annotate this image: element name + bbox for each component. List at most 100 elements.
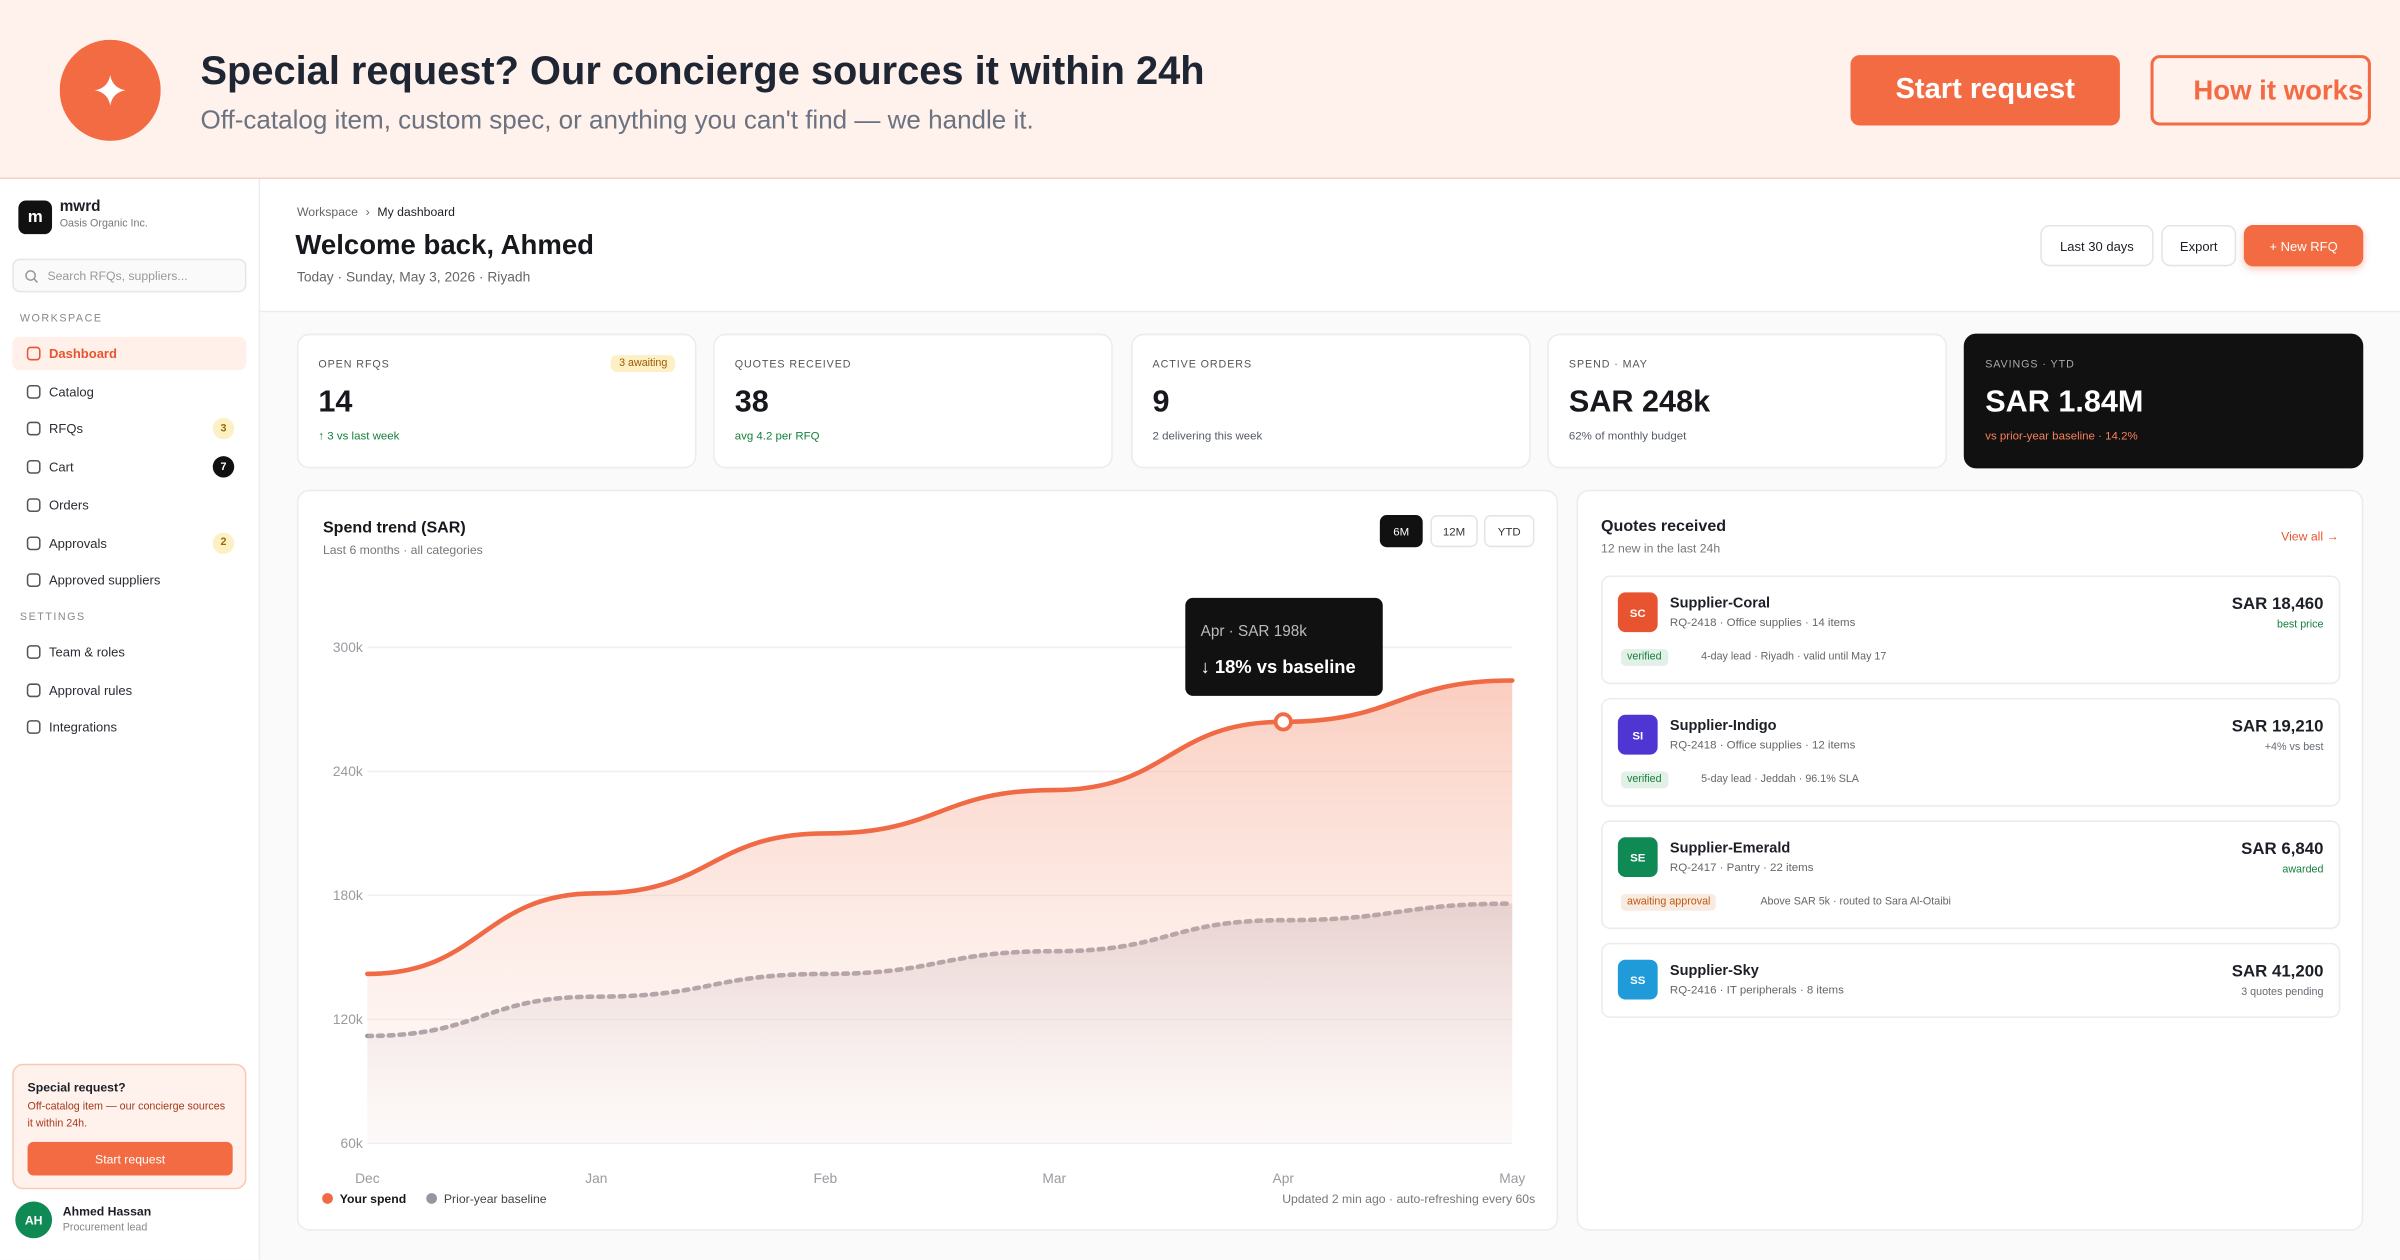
- range-button[interactable]: [1430, 515, 1478, 548]
- nav-label: Approval rules: [48, 682, 133, 698]
- tooltip-text: ↓ 18% vs baseline: [1201, 656, 1356, 677]
- line: [365, 678, 1515, 977]
- kpi-label: SPEND · MAY: [1568, 359, 1648, 371]
- kpi-note: 2 delivering this week: [1152, 428, 1263, 443]
- quotes-card: Quotes received 12 new in the last 24h V…: [1576, 489, 2364, 1231]
- legend-label: Your spend: [340, 1192, 406, 1206]
- nav-badge: 2: [212, 531, 235, 554]
- quote-meta: RQ-2417 · Pantry · 22 items: [1669, 860, 1814, 874]
- promo: Special request? Off-catalog item — our …: [12, 1063, 247, 1190]
- nav-item[interactable]: Integrations: [12, 711, 246, 745]
- quote-item[interactable]: SI Supplier-Indigo RQ-2418 · Office suppli…: [1601, 697, 2341, 807]
- nav-badge: 7: [212, 456, 235, 478]
- range-button[interactable]: [1483, 515, 1535, 548]
- quote-note: awarded: [2282, 864, 2324, 876]
- kpi-value: 38: [734, 385, 769, 420]
- export-button[interactable]: Export: [2161, 224, 2237, 267]
- quote-item[interactable]: SE Supplier-Emerald RQ-2417 · Pantry · 22 …: [1601, 820, 2341, 930]
- nav-item[interactable]: Catalog: [12, 375, 246, 409]
- view-all-link[interactable]: View all →: [2281, 529, 2339, 544]
- quote-detail: 5-day lead · Jeddah · 96.1% SLA: [1701, 774, 1859, 786]
- chart-subtitle: Last 6 months · all categories: [323, 543, 483, 557]
- nav-item[interactable]: Team & roles: [12, 635, 246, 669]
- supplier-name: Supplier-Coral: [1669, 595, 1771, 613]
- legend-label: Prior-year baseline: [444, 1192, 547, 1206]
- tooltip: [1185, 597, 1383, 696]
- supplier-avatar: SE: [1617, 837, 1658, 878]
- legend-swatch: [322, 1193, 333, 1204]
- nav-icon: [26, 682, 41, 697]
- kpi-card: SAVINGS · YTD SAR 1.84M vs prior-year base…: [1963, 333, 2364, 469]
- nav-icon: [26, 346, 41, 361]
- start-request-button[interactable]: Start request: [1850, 55, 2120, 126]
- quote-price: SAR 18,460: [2231, 595, 2324, 614]
- y-tick-label: 120k: [333, 1012, 363, 1027]
- quote-tag: verified: [1620, 771, 1668, 789]
- search-box[interactable]: Search RFQs, suppliers...: [12, 258, 247, 293]
- quote-note: +4% vs best: [2264, 742, 2324, 754]
- nav-label: Team & roles: [48, 644, 125, 660]
- quote-item[interactable]: SC Supplier-Coral RQ-2418 · Office supplie…: [1601, 575, 2341, 685]
- nav-item[interactable]: Approvals 2: [12, 526, 246, 560]
- brand: mwrd: [59, 198, 101, 216]
- promo-text: Off-catalog item — our concierge sources…: [27, 1102, 226, 1129]
- tooltip-title: Apr · SAR 198k: [1201, 623, 1308, 640]
- promo-button[interactable]: Start request: [27, 1141, 233, 1176]
- kpi-card: SPEND · MAY SAR 248k 62% of monthly budget: [1547, 333, 1947, 469]
- quote-meta: RQ-2418 · Office supplies · 12 items: [1669, 737, 1856, 752]
- nav-label: Catalog: [48, 383, 94, 400]
- date-range-button[interactable]: Last 30 days: [2040, 224, 2154, 267]
- how-it-works-button[interactable]: How it works: [2150, 55, 2371, 126]
- nav-icon: [26, 384, 41, 399]
- supplier-name: Supplier-Emerald: [1669, 840, 1791, 858]
- quote-item[interactable]: SS Supplier-Sky RQ-2416 · IT peripherals ·…: [1601, 942, 2341, 1018]
- quote-note: best price: [2277, 619, 2324, 631]
- range-label: 12M: [1443, 527, 1465, 539]
- quote-price: SAR 19,210: [2231, 717, 2324, 737]
- nav-icon: [26, 573, 41, 588]
- search-icon: [25, 270, 39, 283]
- promo-title: Special request?: [27, 1080, 126, 1095]
- range-button[interactable]: [1379, 515, 1423, 548]
- supplier-avatar: SI: [1617, 714, 1658, 755]
- quotes-subtitle: 12 new in the last 24h: [1601, 541, 1721, 556]
- nav-item[interactable]: Dashboard: [12, 336, 247, 371]
- nav-icon: [26, 535, 41, 550]
- nav-label: Approvals: [48, 534, 107, 551]
- supplier-avatar: SS: [1617, 959, 1658, 1000]
- x-tick-label: Feb: [813, 1171, 837, 1186]
- nav-item[interactable]: Orders: [12, 488, 246, 522]
- nav-item[interactable]: Approved suppliers: [12, 564, 246, 598]
- page-title: Welcome back, Ahmed: [295, 229, 594, 261]
- kpi-label: QUOTES RECEIVED: [734, 359, 852, 371]
- section-title: WORKSPACE: [19, 313, 103, 325]
- kpi-card: OPEN RFQS 14 ↑ 3 vs last week 3 awaiting: [296, 333, 697, 469]
- quote-detail: Above SAR 5k · routed to Sara Al-Otaibi: [1760, 896, 1951, 908]
- banner-icon: [59, 39, 161, 141]
- quote-meta: RQ-2418 · Office supplies · 14 items: [1669, 615, 1856, 630]
- kpi-badge: 3 awaiting: [611, 355, 675, 372]
- quote-note: 3 quotes pending: [2241, 987, 2324, 998]
- kpi-value: SAR 248k: [1568, 385, 1711, 420]
- chart-card: Spend trend (SAR) Last 6 months · all cat…: [296, 489, 1559, 1231]
- kpi-card: ACTIVE ORDERS 9 2 delivering this week: [1131, 333, 1531, 469]
- nav-label: Approved suppliers: [48, 572, 161, 589]
- supplier-avatar: SC: [1617, 592, 1658, 633]
- kpi-label: ACTIVE ORDERS: [1152, 359, 1253, 371]
- kpi-value: SAR 1.84M: [1985, 385, 2144, 420]
- nav-item[interactable]: RFQs 3: [12, 412, 246, 446]
- nav-icon: [26, 644, 41, 659]
- nav-icon: [26, 497, 41, 512]
- x-tick-label: Jan: [585, 1171, 607, 1186]
- org: Oasis Organic Inc.: [59, 218, 148, 230]
- banner: Special request? Our concierge sources i…: [0, 0, 2400, 180]
- breadcrumb-item: My dashboard: [377, 205, 455, 219]
- breadcrumb-item[interactable]: Workspace: [296, 205, 358, 219]
- nav-badge: 3: [212, 418, 235, 440]
- chart: Spend trend (SAR) Last 6 months · all cat…: [322, 515, 1535, 1206]
- new-rfq-button[interactable]: + New RFQ: [2243, 224, 2364, 267]
- nav-item[interactable]: Approval rules: [12, 673, 246, 707]
- nav-item[interactable]: Cart 7: [12, 450, 246, 484]
- page-subtitle: Today · Sunday, May 3, 2026 · Riyadh: [296, 269, 531, 285]
